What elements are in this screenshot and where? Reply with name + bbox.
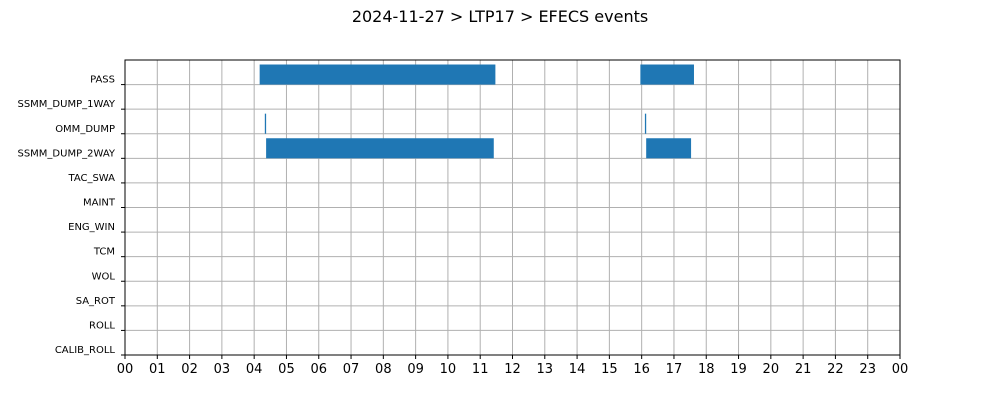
y-tick-label: OMM_DUMP <box>55 124 115 135</box>
y-axis: PASS SSMM_DUMP_1WAY OMM_DUMP SSMM_DUMP_2WAY… <box>17 75 125 356</box>
y-tick-label: TAC_SWA <box>67 173 115 184</box>
x-tick-label: 01 <box>149 362 166 377</box>
x-tick-label: 13 <box>537 362 554 377</box>
grid-layer <box>124 60 901 356</box>
x-tick-label: 10 <box>440 362 457 377</box>
x-tick-label: 05 <box>278 362 295 377</box>
x-tick-label: 09 <box>407 362 424 377</box>
event-bar <box>266 138 494 159</box>
x-axis: 00 01 02 03 04 05 06 07 08 09 10 11 12 13 14 15 16 17 18 19… <box>117 355 909 377</box>
y-tick-label: WOL <box>92 271 116 282</box>
x-tick-label: 07 <box>343 362 360 377</box>
event-bar <box>646 138 692 159</box>
x-tick-label: 17 <box>666 362 683 377</box>
x-tick-label: 04 <box>246 362 263 377</box>
x-tick-label: 00 <box>117 362 134 377</box>
x-tick-label: 20 <box>763 362 780 377</box>
x-tick-label: 08 <box>375 362 392 377</box>
y-tick-label: MAINT <box>83 198 116 209</box>
event-bar <box>264 113 267 134</box>
y-tick-label: CALIB_ROLL <box>55 345 116 356</box>
x-tick-label: 23 <box>859 362 876 377</box>
x-tick-label: 16 <box>633 362 650 377</box>
x-tick-label: 02 <box>181 362 198 377</box>
x-tick-label: 12 <box>504 362 521 377</box>
x-tick-label: 03 <box>214 362 231 377</box>
y-tick-label: ENG_WIN <box>68 222 115 233</box>
x-tick-label: 14 <box>569 362 586 377</box>
x-tick-label: 22 <box>827 362 844 377</box>
y-tick-label: SSMM_DUMP_1WAY <box>17 99 115 110</box>
y-tick-label: SSMM_DUMP_2WAY <box>17 148 115 159</box>
bars-layer <box>259 64 694 159</box>
x-tick-label: 15 <box>601 362 618 377</box>
event-bar <box>259 64 496 85</box>
event-bar <box>640 64 694 85</box>
y-tick-label: TCM <box>93 247 115 258</box>
x-tick-label: 11 <box>472 362 489 377</box>
x-tick-label: 21 <box>795 362 812 377</box>
event-bar <box>644 113 647 134</box>
chart-title: 2024-11-27 > LTP17 > EFECS events <box>352 7 648 26</box>
y-tick-label: SA_ROT <box>76 296 116 307</box>
y-tick-label: ROLL <box>89 320 115 331</box>
x-tick-label: 00 <box>892 362 909 377</box>
x-tick-label: 18 <box>698 362 715 377</box>
x-tick-label: 19 <box>730 362 747 377</box>
x-tick-label: 06 <box>310 362 327 377</box>
y-tick-label: PASS <box>90 75 115 86</box>
